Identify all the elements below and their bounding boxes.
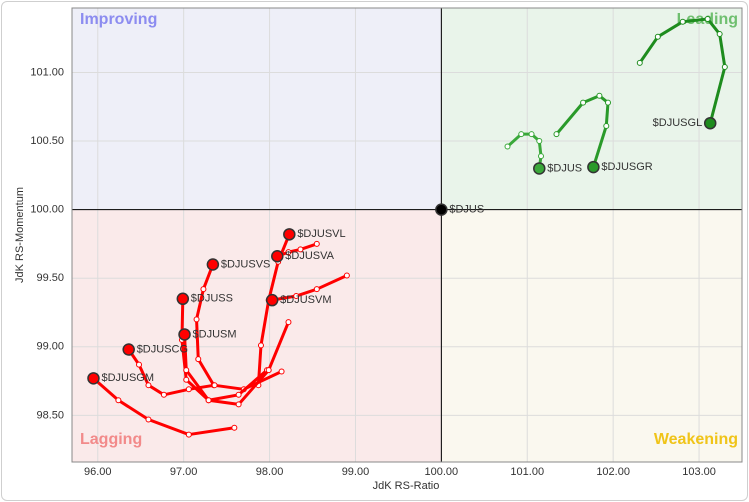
series-label: $DJUSVM bbox=[280, 294, 331, 306]
series-label: $DJUSGL bbox=[653, 117, 703, 129]
series-label: $DJUS bbox=[547, 162, 582, 174]
plot-border bbox=[71, 7, 743, 463]
tail-marker bbox=[136, 361, 142, 368]
head-marker bbox=[533, 162, 546, 175]
head-marker bbox=[206, 258, 220, 271]
quadrant-label: Weakening bbox=[654, 431, 738, 448]
head-marker bbox=[587, 160, 600, 174]
series-label: $DJUSGM bbox=[101, 372, 154, 384]
y-tick-label: 98.50 bbox=[36, 409, 64, 421]
head-marker bbox=[435, 203, 448, 216]
tail-line bbox=[270, 273, 349, 302]
tail-marker bbox=[536, 138, 543, 145]
tail-marker bbox=[183, 367, 190, 374]
tail-marker bbox=[716, 31, 723, 38]
tail-marker bbox=[285, 249, 292, 256]
tail-marker bbox=[313, 286, 320, 293]
tail-marker bbox=[596, 92, 603, 99]
tail-marker bbox=[185, 386, 192, 393]
quadrant bbox=[72, 209, 442, 462]
tail-marker bbox=[200, 286, 207, 293]
tail-marker bbox=[679, 18, 686, 25]
head-marker bbox=[178, 328, 191, 341]
series-label: $DJUS bbox=[449, 204, 484, 216]
y-tick-label: 99.50 bbox=[36, 272, 64, 284]
series-label: $DJUSGR bbox=[601, 161, 652, 173]
tail-marker bbox=[160, 391, 167, 398]
head-marker bbox=[271, 250, 284, 263]
tail-marker bbox=[193, 316, 200, 323]
head-marker bbox=[265, 293, 279, 307]
tail-marker bbox=[235, 401, 242, 408]
tail-marker bbox=[313, 240, 320, 247]
series-label: $DJUSM bbox=[193, 328, 237, 340]
head-marker bbox=[122, 343, 135, 356]
tail-marker bbox=[518, 131, 525, 138]
series-label: $DJUSVA bbox=[285, 250, 334, 262]
tail-line bbox=[183, 320, 290, 406]
x-tick-label: 96.00 bbox=[84, 466, 112, 478]
tail-marker bbox=[704, 15, 711, 22]
tail-marker bbox=[636, 59, 643, 66]
tail-marker bbox=[603, 122, 610, 129]
tail-marker bbox=[285, 319, 292, 326]
quadrant-label: Improving bbox=[80, 11, 157, 28]
tail-marker bbox=[211, 382, 218, 389]
tail-marker bbox=[145, 416, 152, 423]
tail-marker bbox=[265, 367, 272, 374]
y-axis-label: JdK RS-Momentum bbox=[14, 187, 26, 283]
tail-marker bbox=[297, 246, 304, 253]
tail-marker bbox=[183, 376, 190, 383]
x-tick-label: 103.00 bbox=[682, 466, 716, 478]
head-marker bbox=[176, 292, 190, 306]
tail-line bbox=[127, 348, 217, 397]
x-tick-label: 100.00 bbox=[425, 466, 459, 478]
head-marker bbox=[283, 228, 296, 241]
series-label: $DJUSCG bbox=[137, 343, 188, 355]
y-tick-label: 100.00 bbox=[30, 204, 64, 216]
tail-marker bbox=[293, 293, 300, 300]
x-axis-label: JdK RS-Ratio bbox=[373, 480, 440, 492]
series-label: $DJUSVL bbox=[297, 228, 345, 240]
tail-marker bbox=[553, 131, 560, 138]
quadrant bbox=[441, 8, 742, 210]
y-tick-label: 100.50 bbox=[30, 135, 64, 147]
y-tick-label: 101.00 bbox=[30, 66, 64, 78]
tail-marker bbox=[195, 356, 202, 363]
y-tick-label: 99.00 bbox=[36, 341, 64, 353]
tail-marker bbox=[231, 424, 238, 431]
head-marker bbox=[703, 116, 717, 130]
tail-marker bbox=[115, 397, 122, 404]
tail-marker bbox=[654, 33, 661, 40]
series-label: $DJUSS bbox=[191, 293, 233, 305]
x-tick-label: 98.00 bbox=[256, 466, 284, 478]
x-tick-label: 102.00 bbox=[596, 466, 630, 478]
tail-marker bbox=[538, 153, 544, 160]
quadrant-label: Lagging bbox=[80, 431, 142, 448]
tail-marker bbox=[721, 63, 728, 70]
tail-marker bbox=[257, 342, 264, 349]
tail-marker bbox=[278, 368, 285, 375]
quadrant bbox=[441, 209, 742, 462]
quadrant bbox=[72, 8, 442, 210]
tail-marker bbox=[605, 99, 611, 106]
series-label: $DJUSVS bbox=[221, 258, 271, 270]
x-tick-label: 97.00 bbox=[170, 466, 198, 478]
tail-marker bbox=[235, 391, 242, 398]
x-tick-label: 99.00 bbox=[342, 466, 370, 478]
x-tick-label: 101.00 bbox=[510, 466, 544, 478]
tail-marker bbox=[145, 382, 152, 389]
tail-marker bbox=[185, 431, 192, 438]
tail-marker bbox=[205, 397, 212, 404]
tail-marker bbox=[528, 131, 535, 138]
tail-marker bbox=[580, 99, 587, 106]
tail-marker bbox=[343, 272, 350, 279]
tail-marker bbox=[504, 143, 511, 150]
tail-line bbox=[554, 94, 610, 169]
head-marker bbox=[87, 372, 100, 385]
